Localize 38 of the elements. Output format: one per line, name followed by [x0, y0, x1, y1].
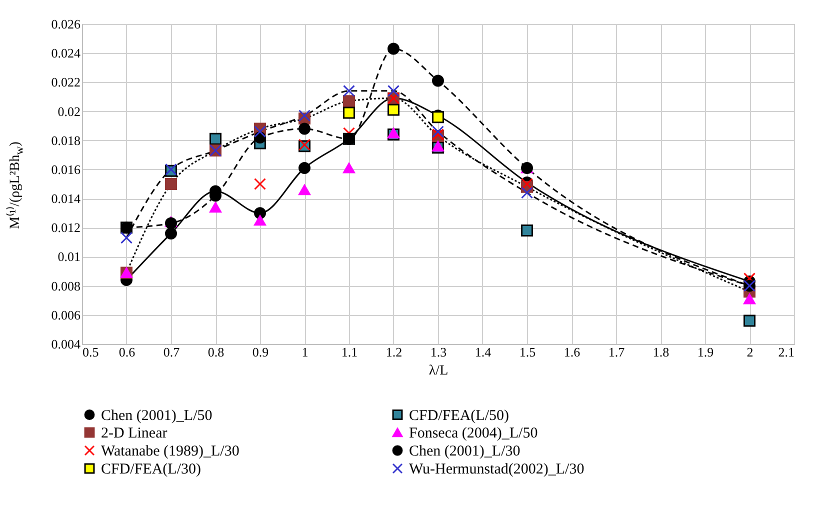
x-tick-label: 1.1	[341, 344, 358, 360]
x-tick-label: 1.2	[386, 344, 402, 360]
y-tick-label: 0.014	[51, 191, 81, 206]
y-tick-label: 0.008	[51, 278, 80, 294]
y-tick-label: 0.012	[51, 220, 80, 236]
legend-label: Watanabe (1989)_L/30	[101, 444, 240, 460]
x-tick-label: 2	[746, 344, 754, 360]
x-tick-label: 1.5	[519, 344, 536, 360]
legend-label: CFD/FEA(L/30)	[101, 462, 202, 478]
x-tick-label: 1.6	[564, 344, 581, 360]
y-tick-label: 0.022	[51, 74, 80, 90]
x-tick-label: 0.7	[163, 344, 180, 360]
x-axis-title: λ/L	[428, 364, 448, 378]
legend-label: 2-D Linear	[101, 426, 168, 442]
x-tick-label: 0.8	[208, 344, 224, 360]
y-tick-label: 0.018	[51, 132, 80, 148]
y-tick-label: 0.026	[51, 16, 81, 32]
x-tick-label: 0.9	[252, 344, 269, 360]
y-tick-label: 0.004	[51, 336, 81, 352]
x-tick-label: 1	[302, 344, 308, 360]
x-tick-label: 0.5	[82, 344, 99, 360]
x-tick-label: 1.8	[652, 344, 670, 360]
legend-label: Wu-Hermunstad(2002)_L/30	[409, 462, 584, 478]
x-tick-label: 1.7	[608, 344, 626, 360]
legend-label: Chen (2001)_L/30	[409, 444, 520, 460]
legend-label: Fonseca (2004)_L/50	[409, 426, 538, 442]
x-tick-label: 1.9	[697, 344, 714, 360]
x-tick-label: 0.6	[118, 344, 136, 360]
y-tick-label: 0.016	[51, 162, 81, 177]
x-tick-label: 1.4	[474, 344, 492, 360]
x-tick-label: 2.1	[778, 344, 794, 360]
y-tick-label: 0.006	[51, 307, 81, 322]
legend-label: Chen (2001)_L/50	[101, 408, 212, 424]
y-tick-label: 0.02	[58, 104, 80, 119]
y-tick-label: 0.01	[58, 249, 80, 264]
legend-label: CFD/FEA(L/50)	[409, 408, 510, 424]
y-tick-label: 0.024	[51, 46, 81, 61]
x-tick-label: 1.3	[430, 344, 447, 360]
